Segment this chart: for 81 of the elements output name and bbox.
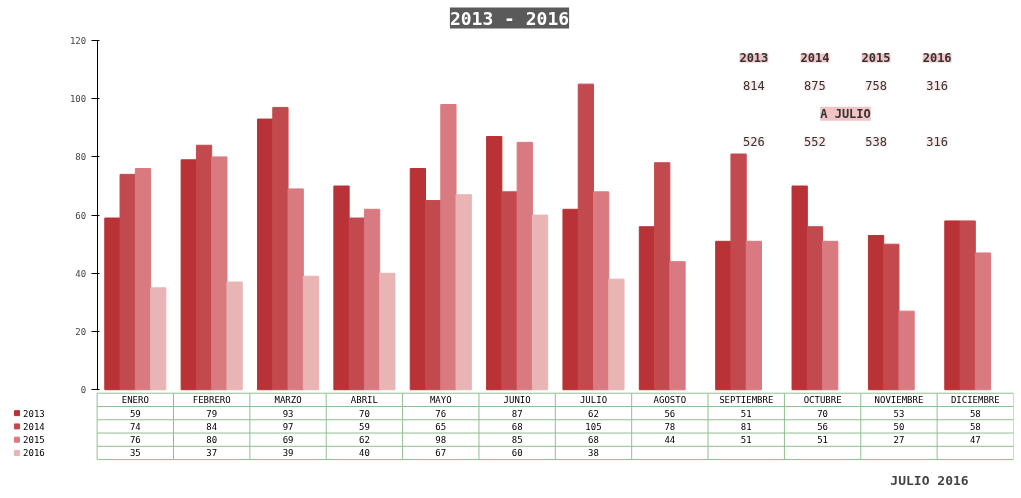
- y-tick-label: 100: [69, 94, 87, 105]
- data-label: 79: [206, 408, 218, 419]
- data-label: 47: [969, 435, 981, 446]
- data-label: 50: [893, 421, 905, 432]
- data-label: 60: [511, 448, 523, 459]
- data-label: 84: [206, 421, 218, 432]
- x-tick-label: FEBRERO: [192, 394, 231, 405]
- data-label: 35: [129, 448, 141, 459]
- x-tick-label: SEPTIEMBRE: [719, 394, 774, 405]
- legend-label: 2016: [23, 448, 45, 459]
- data-label: 53: [893, 408, 905, 419]
- data-label: 78: [664, 421, 676, 432]
- annotation: 2013: [739, 51, 769, 66]
- data-label: 62: [358, 435, 370, 446]
- annotation: 758: [865, 79, 887, 94]
- data-label: 80: [206, 435, 218, 446]
- legend-label: 2013: [23, 408, 45, 419]
- data-label: 85: [511, 435, 523, 446]
- data-label: 44: [664, 435, 676, 446]
- annotation: 875: [804, 79, 826, 94]
- y-tick-label: 80: [75, 152, 87, 163]
- data-label: 39: [282, 448, 294, 459]
- annotation: 2016: [922, 51, 952, 66]
- annotation: 814: [743, 79, 765, 94]
- y-tick-label: 40: [75, 268, 87, 279]
- data-label: 67: [435, 448, 447, 459]
- x-tick-label: JUNIO: [503, 394, 531, 405]
- data-label: 97: [282, 421, 294, 432]
- chart-title: 2013 - 2016: [449, 7, 570, 29]
- data-label: 58: [969, 408, 981, 419]
- data-label: 51: [740, 435, 752, 446]
- data-label: 87: [511, 408, 523, 419]
- data-label: 74: [129, 421, 141, 432]
- data-label: 51: [740, 408, 752, 419]
- x-tick-label: MAYO: [429, 394, 452, 405]
- annotation: 2015: [861, 51, 891, 66]
- annotation: 316: [926, 135, 948, 150]
- data-label: 51: [817, 435, 829, 446]
- y-tick-label: 20: [75, 327, 87, 338]
- data-label: 68: [511, 421, 523, 432]
- annotation: 538: [865, 135, 887, 150]
- data-label: 58: [969, 421, 981, 432]
- data-label: 81: [740, 421, 752, 432]
- data-label: 65: [435, 421, 447, 432]
- x-tick-label: JULIO: [579, 394, 608, 405]
- x-tick-label: DICIEMBRE: [950, 394, 1000, 405]
- x-tick-label: AGOSTO: [653, 394, 687, 405]
- data-label: 68: [588, 435, 599, 446]
- data-label: 59: [358, 421, 370, 432]
- x-tick-label: NOVIEMBRE: [874, 394, 924, 405]
- x-tick-label: ENERO: [121, 394, 149, 405]
- data-label: 59: [129, 408, 141, 419]
- data-label: 76: [129, 435, 141, 446]
- legend-label: 2014: [23, 421, 45, 432]
- y-tick-label: 60: [75, 210, 87, 221]
- legend-label: 2015: [23, 435, 45, 446]
- annotation: 2014: [800, 51, 830, 66]
- annotation: 526: [743, 135, 765, 150]
- data-label: 98: [435, 435, 447, 446]
- data-label: 38: [588, 448, 599, 459]
- x-tick-label: ABRIL: [350, 394, 378, 405]
- data-label: 93: [282, 408, 294, 419]
- data-label: 76: [435, 408, 447, 419]
- annotation: 552: [804, 135, 826, 150]
- annotation: A JULIO: [820, 106, 871, 121]
- x-tick-label: OCTUBRE: [803, 394, 842, 405]
- data-label: 40: [358, 448, 370, 459]
- data-label: 56: [817, 421, 829, 432]
- data-label: 70: [358, 408, 370, 419]
- x-tick-label: MARZO: [274, 394, 302, 405]
- data-label: 69: [282, 435, 294, 446]
- data-label: 56: [664, 408, 676, 419]
- data-label: 37: [206, 448, 218, 459]
- annotation: 316: [926, 79, 948, 94]
- data-label: 27: [893, 435, 905, 446]
- data-label: 70: [817, 408, 829, 419]
- y-tick-label: 0: [80, 385, 87, 396]
- text: JULIO 2016: [890, 473, 969, 489]
- data-label: 62: [588, 408, 599, 419]
- y-tick-label: 120: [69, 35, 87, 46]
- data-label: 105: [585, 421, 602, 432]
